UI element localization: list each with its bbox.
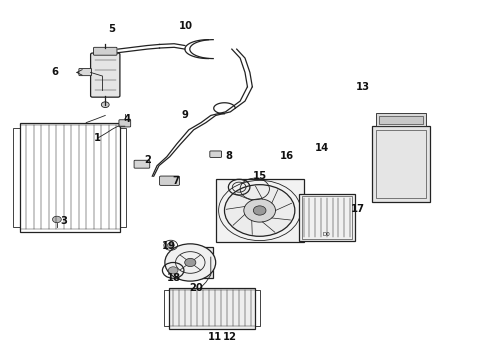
- Bar: [169, 288, 255, 329]
- Text: 8: 8: [226, 150, 233, 161]
- Text: 3: 3: [61, 216, 68, 226]
- FancyBboxPatch shape: [94, 47, 117, 55]
- Text: 15: 15: [253, 171, 267, 181]
- Text: 2: 2: [144, 155, 151, 165]
- Circle shape: [167, 243, 174, 248]
- Text: 12: 12: [222, 332, 236, 342]
- Bar: [164, 291, 169, 326]
- FancyBboxPatch shape: [210, 151, 221, 157]
- Text: 10: 10: [178, 21, 193, 31]
- Text: 6: 6: [51, 67, 58, 77]
- Bar: [376, 130, 426, 198]
- Text: 20: 20: [189, 283, 203, 293]
- FancyBboxPatch shape: [79, 68, 92, 76]
- Circle shape: [244, 199, 275, 222]
- Bar: [379, 116, 423, 125]
- Text: 9: 9: [182, 111, 189, 121]
- Bar: [13, 128, 20, 226]
- Text: D0: D0: [323, 232, 331, 237]
- Circle shape: [52, 216, 61, 223]
- Text: 11: 11: [208, 332, 222, 342]
- Text: 5: 5: [109, 24, 116, 35]
- Circle shape: [253, 206, 266, 215]
- Text: 4: 4: [123, 114, 130, 124]
- Text: 7: 7: [172, 176, 179, 186]
- Circle shape: [224, 185, 295, 236]
- Text: 17: 17: [350, 204, 365, 215]
- Circle shape: [168, 267, 178, 274]
- FancyBboxPatch shape: [91, 53, 120, 97]
- FancyBboxPatch shape: [119, 120, 131, 127]
- FancyBboxPatch shape: [159, 176, 179, 185]
- Bar: [299, 194, 355, 241]
- Bar: [376, 113, 426, 126]
- Text: 19: 19: [162, 241, 176, 251]
- Bar: [302, 197, 352, 239]
- Text: 14: 14: [315, 143, 329, 153]
- Bar: [372, 126, 430, 202]
- FancyBboxPatch shape: [134, 160, 150, 168]
- Bar: [255, 291, 260, 326]
- Bar: [121, 128, 126, 226]
- Circle shape: [185, 258, 196, 267]
- Circle shape: [101, 102, 109, 108]
- Text: 18: 18: [167, 273, 181, 283]
- Circle shape: [165, 244, 216, 281]
- Text: 1: 1: [94, 133, 101, 143]
- Bar: [20, 123, 121, 232]
- Text: 16: 16: [279, 150, 294, 161]
- Bar: [216, 179, 304, 242]
- Text: 13: 13: [356, 82, 370, 92]
- Bar: [176, 247, 213, 278]
